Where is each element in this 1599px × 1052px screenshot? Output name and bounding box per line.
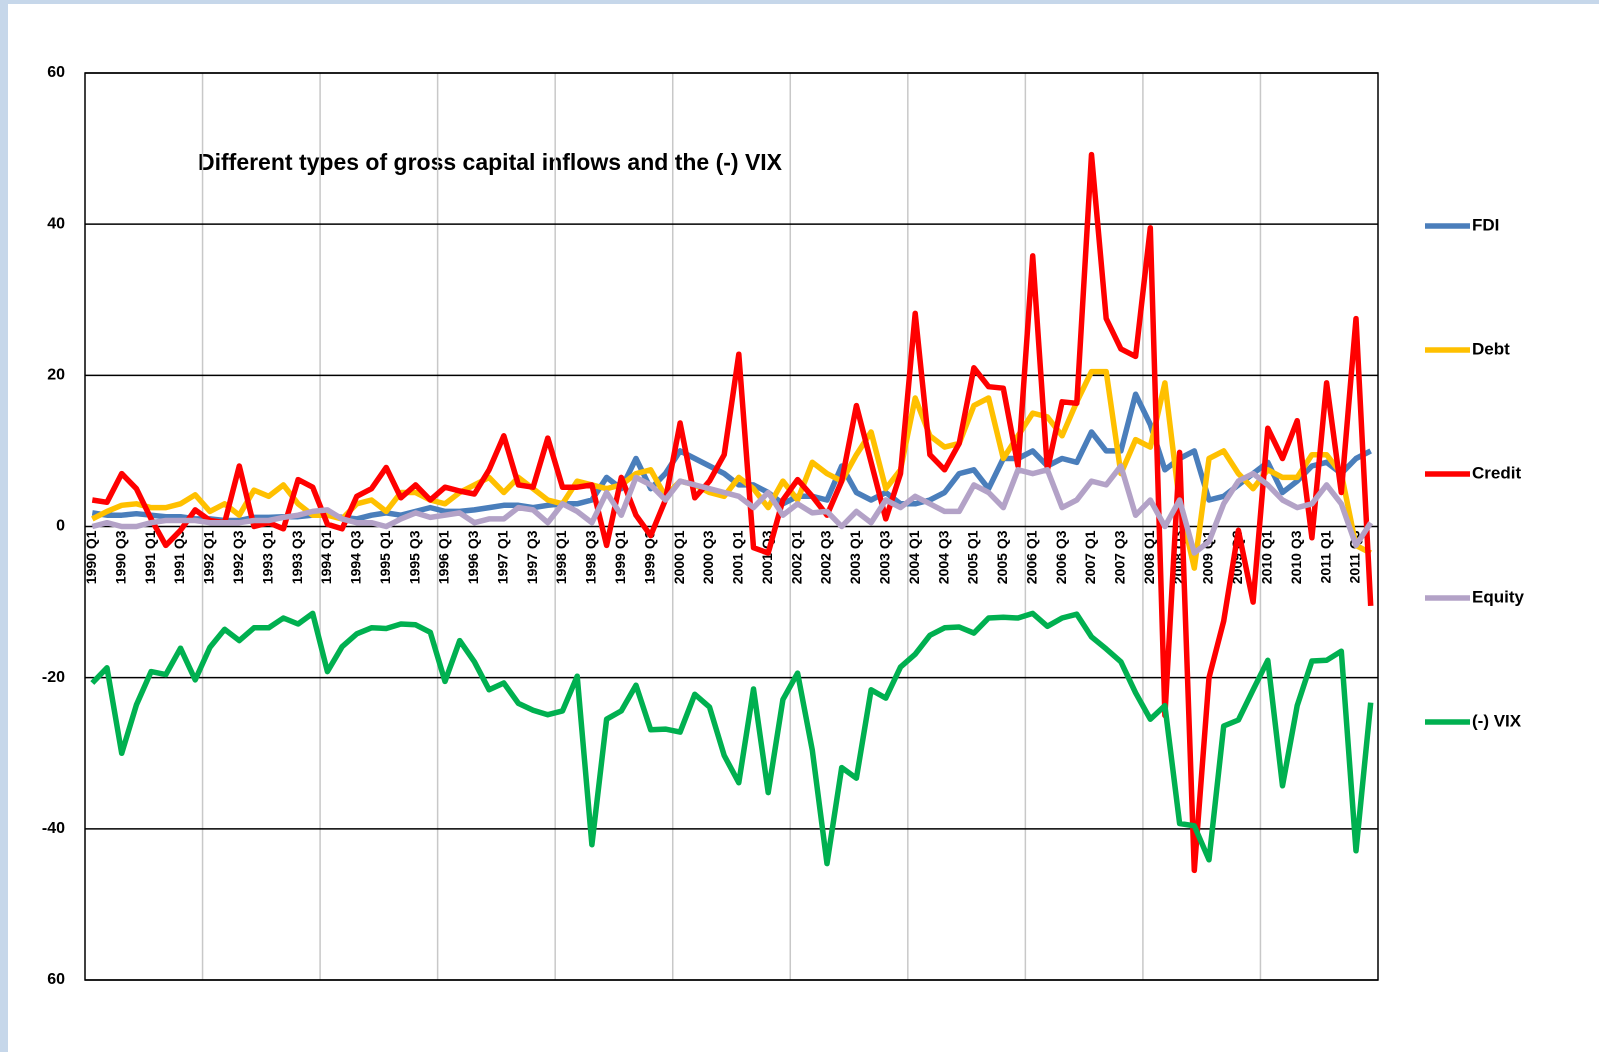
x-tick-label: 2011 Q1	[1317, 530, 1333, 583]
x-tick-label: 1994 Q1	[318, 530, 334, 584]
x-tick-label: 1992 Q3	[230, 530, 246, 584]
legend-label: Debt	[1472, 339, 1510, 358]
x-tick-label: 1996 Q1	[436, 530, 452, 584]
series-line	[91, 151, 1374, 874]
x-tick-label: 1990 Q1	[83, 530, 99, 584]
x-tick-label: 2008 Q1	[1141, 530, 1157, 584]
x-tick-label: 2000 Q1	[671, 530, 687, 584]
x-tick-label: 1995 Q3	[406, 530, 422, 584]
x-tick-label: 1991 Q3	[171, 530, 187, 584]
x-tick-label: 2010 Q3	[1288, 530, 1304, 584]
x-tick-label: 2010 Q1	[1259, 530, 1275, 584]
series-line	[91, 463, 1374, 556]
chart: Different types of gross capital inflows…	[42, 64, 1525, 988]
legend-label: Equity	[1472, 587, 1524, 606]
x-tick-label: 1990 Q3	[112, 530, 128, 584]
x-tick-label: 2002 Q1	[788, 530, 804, 584]
x-tick-label: 2002 Q3	[818, 530, 834, 584]
x-tick-label: 2007 Q3	[1112, 530, 1128, 584]
y-tick-label: 20	[47, 367, 65, 384]
x-tick-label: 1996 Q3	[465, 530, 481, 584]
x-tick-label: 1997 Q1	[494, 530, 510, 584]
y-tick-label: -40	[42, 820, 65, 837]
x-tick-label: 1999 Q3	[641, 530, 657, 584]
y-tick-label: 40	[47, 215, 65, 232]
x-tick-label: 2003 Q1	[847, 530, 863, 584]
x-tick-label: 1993 Q3	[289, 530, 305, 584]
y-tick-label: 60	[47, 971, 65, 988]
x-tick-label: 1998 Q1	[553, 530, 569, 584]
x-tick-label: 2004 Q1	[906, 530, 922, 584]
x-tick-label: 1992 Q1	[201, 530, 217, 584]
x-tick-label: 1994 Q3	[348, 530, 364, 584]
x-tick-label: 1997 Q3	[524, 530, 540, 584]
legend-label: (-) VIX	[1472, 711, 1522, 730]
frame: Different types of gross capital inflows…	[8, 4, 1599, 1052]
x-tick-label: 2006 Q1	[1023, 530, 1039, 584]
legend-label: Credit	[1472, 463, 1521, 482]
series-line	[90, 610, 1374, 867]
legend-label: FDI	[1472, 215, 1499, 234]
x-tick-label: 2006 Q3	[1053, 530, 1069, 584]
x-tick-label: 1991 Q1	[142, 530, 158, 584]
chart-title: Different types of gross capital inflows…	[198, 149, 783, 175]
plot-border	[84, 72, 1379, 981]
x-tick-label: 2005 Q1	[965, 530, 981, 584]
x-tick-label: 1993 Q1	[259, 530, 275, 584]
y-tick-label: 0	[56, 518, 65, 535]
x-tick-label: 1998 Q3	[583, 530, 599, 584]
x-tick-label: 2007 Q1	[1082, 530, 1098, 584]
x-tick-label: 2003 Q3	[876, 530, 892, 584]
x-tick-label: 2004 Q3	[935, 530, 951, 584]
x-tick-label: 2001 Q1	[730, 530, 746, 584]
x-tick-label: 1999 Q1	[612, 530, 628, 584]
y-tick-label: -20	[42, 669, 65, 686]
x-tick-label: 2000 Q3	[700, 530, 716, 584]
x-tick-label: 2005 Q3	[994, 530, 1010, 584]
x-tick-label: 1995 Q1	[377, 530, 393, 584]
y-tick-label: 60	[47, 64, 65, 81]
